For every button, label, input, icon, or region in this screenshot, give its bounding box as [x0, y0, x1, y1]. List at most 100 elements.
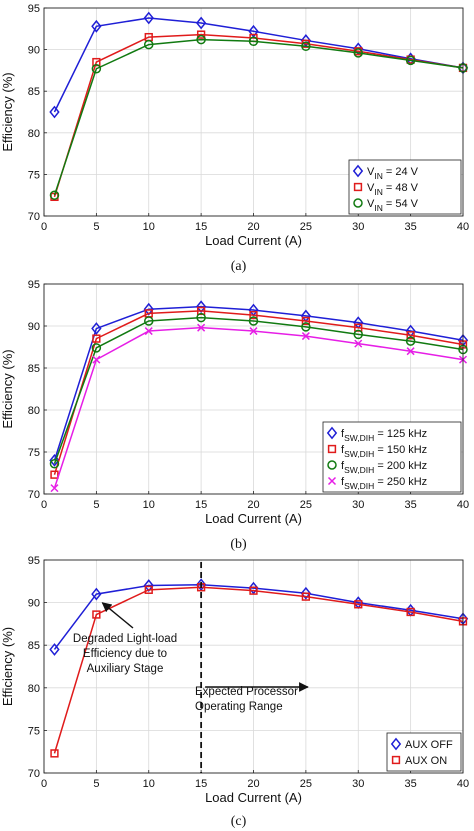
x-tick-label: 35: [405, 778, 417, 790]
y-tick-label: 75: [28, 169, 40, 181]
panel-caption: (c): [231, 814, 247, 829]
data-point: [144, 39, 154, 50]
y-axis-label: Efficiency (%): [0, 627, 15, 706]
data-point: [248, 24, 259, 38]
y-tick-label: 95: [28, 3, 40, 15]
chart-panel-1: 0 5 10 15 20 25 30 35 40 70 75 80 85 90 95 Load Current…: [0, 3, 469, 274]
data-point: [354, 600, 363, 609]
legend: AUX OFF AUX ON: [386, 732, 462, 772]
x-tick-label: 15: [195, 221, 207, 233]
x-tick-label: 0: [41, 778, 47, 790]
annotation-range-text: Expected Processor: [195, 686, 298, 698]
legend-subscript: SW,DIH: [344, 433, 374, 443]
legend-marker: [327, 476, 337, 486]
annotation-degraded-text: Efficiency due to: [83, 648, 167, 660]
x-tick-label: 20: [247, 499, 259, 511]
series-4: [50, 323, 468, 493]
series-line: [53, 316, 464, 465]
y-tick-label: 85: [28, 640, 40, 652]
series-2: [50, 583, 468, 758]
data-point: [300, 586, 312, 600]
x-tick-label: 10: [143, 778, 155, 790]
data-point: [143, 579, 154, 592]
x-axis-label: Load Current (A): [205, 790, 302, 805]
series-3: [49, 312, 468, 469]
x-tick-label: 5: [93, 778, 99, 790]
data-point: [354, 339, 363, 348]
legend-entry: fSW,DIH = 250 kHz: [341, 476, 427, 491]
x-tick-label: 20: [247, 778, 259, 790]
legend-entry: VIN = 54 V: [367, 198, 419, 213]
data-point: [197, 323, 206, 332]
legend-main: V: [367, 166, 375, 178]
legend-box: [322, 421, 462, 493]
data-point: [406, 331, 415, 340]
x-tick-label: 35: [405, 221, 417, 233]
legend-subscript: SW,DIH: [344, 465, 374, 475]
legend-entry: AUX ON: [405, 755, 447, 767]
y-tick-label: 85: [28, 86, 40, 98]
data-point: [301, 332, 310, 341]
legend-subscript: IN: [374, 171, 383, 181]
x-tick-label: 10: [143, 221, 155, 233]
legend-tail: = 250 kHz: [374, 476, 427, 488]
y-tick-label: 70: [28, 211, 40, 223]
y-tick-label: 95: [28, 555, 40, 567]
legend-entry: fSW,DIH = 200 kHz: [341, 460, 427, 475]
data-point: [91, 63, 102, 74]
data-point: [50, 484, 59, 493]
data-point: [50, 470, 59, 479]
x-tick-label: 15: [195, 499, 207, 511]
legend-entry: fSW,DIH = 150 kHz: [341, 444, 427, 459]
data-point: [50, 749, 59, 758]
legend-main: f: [341, 476, 345, 488]
series-line: [53, 38, 464, 196]
legend-main: f: [341, 428, 345, 440]
y-tick-label: 80: [28, 405, 40, 417]
legend-marker: [353, 198, 363, 208]
x-axis-label: Load Current (A): [205, 511, 302, 526]
legend-tail: = 48 V: [383, 182, 419, 194]
data-point: [249, 327, 258, 336]
data-point: [143, 11, 154, 25]
data-point: [49, 459, 60, 469]
series-line: [53, 17, 464, 113]
x-tick-label: 5: [93, 221, 99, 233]
data-point: [91, 322, 102, 335]
panel-caption: (b): [230, 537, 247, 552]
series-line: [53, 583, 464, 650]
data-point: [248, 316, 259, 326]
annotation-degraded-text: Degraded Light-load: [73, 633, 177, 645]
annotation-degraded-text: Auxiliary Stage: [87, 663, 164, 675]
data-point: [91, 19, 102, 33]
legend-marker: [390, 737, 402, 751]
series-line: [53, 305, 464, 461]
legend-tail: = 125 kHz: [374, 428, 427, 440]
x-tick-label: 35: [405, 499, 417, 511]
legend-marker: [391, 755, 401, 765]
data-point: [196, 30, 206, 39]
y-axis-label: Efficiency (%): [0, 72, 15, 151]
data-point: [91, 343, 102, 353]
x-tick-label: 40: [457, 778, 469, 790]
x-tick-label: 20: [247, 221, 259, 233]
legend-subscript: SW,DIH: [344, 481, 374, 491]
legend-tail: = 54 V: [383, 198, 419, 210]
legend-box: [386, 732, 462, 772]
y-tick-label: 90: [28, 598, 40, 610]
degraded-arrow: [101, 602, 134, 629]
x-tick-label: 10: [143, 499, 155, 511]
data-point: [405, 55, 416, 66]
x-tick-label: 30: [352, 499, 364, 511]
y-tick-label: 75: [28, 447, 40, 459]
data-point: [92, 610, 101, 619]
data-point: [301, 41, 311, 52]
data-point: [92, 355, 101, 364]
x-axis-label: Load Current (A): [205, 233, 302, 248]
data-point: [49, 643, 60, 656]
y-tick-label: 85: [28, 363, 40, 375]
legend-subscript: IN: [374, 203, 383, 213]
data-point: [144, 327, 153, 336]
panel-caption: (a): [231, 259, 247, 274]
